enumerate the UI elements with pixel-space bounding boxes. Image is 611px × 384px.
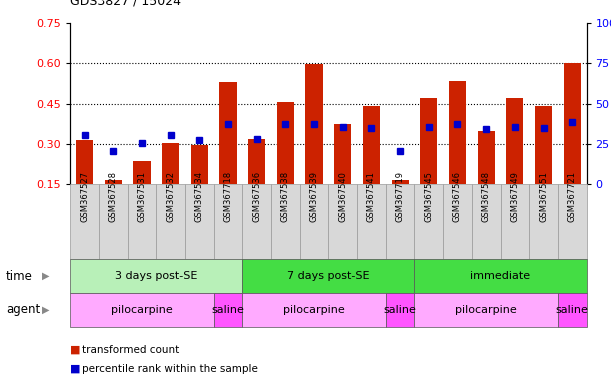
- Bar: [392, 180, 409, 184]
- Text: GSM367548: GSM367548: [481, 171, 491, 222]
- Text: ▶: ▶: [42, 305, 49, 315]
- Text: GSM367545: GSM367545: [424, 171, 433, 222]
- Bar: [535, 106, 552, 184]
- Text: pilocarpine: pilocarpine: [283, 305, 345, 315]
- Text: ■: ■: [70, 364, 81, 374]
- Text: ■: ■: [70, 345, 81, 355]
- Bar: [248, 139, 265, 184]
- Bar: [277, 103, 294, 184]
- Text: 3 days post-SE: 3 days post-SE: [115, 271, 197, 281]
- Text: GSM367527: GSM367527: [80, 171, 89, 222]
- Text: saline: saline: [556, 305, 588, 315]
- Bar: [334, 124, 351, 184]
- Bar: [219, 82, 236, 184]
- Text: saline: saline: [211, 305, 244, 315]
- Text: GDS3827 / 15024: GDS3827 / 15024: [70, 0, 181, 8]
- Bar: [104, 180, 122, 184]
- Text: immediate: immediate: [470, 271, 530, 281]
- Text: GSM367531: GSM367531: [137, 171, 147, 222]
- Bar: [449, 81, 466, 184]
- Text: GSM367719: GSM367719: [395, 171, 404, 222]
- Text: GSM367536: GSM367536: [252, 170, 262, 222]
- Text: GSM367540: GSM367540: [338, 171, 347, 222]
- Text: GSM367538: GSM367538: [281, 170, 290, 222]
- Text: GSM367546: GSM367546: [453, 171, 462, 222]
- Bar: [306, 64, 323, 184]
- Text: pilocarpine: pilocarpine: [455, 305, 517, 315]
- Text: GSM367541: GSM367541: [367, 171, 376, 222]
- Text: GSM367532: GSM367532: [166, 171, 175, 222]
- Text: agent: agent: [6, 303, 40, 316]
- Bar: [563, 63, 581, 184]
- Text: GSM367534: GSM367534: [195, 171, 204, 222]
- Bar: [76, 140, 93, 184]
- Text: time: time: [6, 270, 33, 283]
- Bar: [162, 143, 179, 184]
- Text: GSM367551: GSM367551: [539, 171, 548, 222]
- Bar: [363, 106, 380, 184]
- Text: ▶: ▶: [42, 271, 49, 281]
- Bar: [507, 98, 524, 184]
- Bar: [133, 162, 150, 184]
- Text: GSM367549: GSM367549: [510, 171, 519, 222]
- Text: GSM367528: GSM367528: [109, 171, 118, 222]
- Text: saline: saline: [384, 305, 417, 315]
- Bar: [420, 98, 437, 184]
- Text: pilocarpine: pilocarpine: [111, 305, 173, 315]
- Text: 7 days post-SE: 7 days post-SE: [287, 271, 370, 281]
- Text: GSM367721: GSM367721: [568, 171, 577, 222]
- Text: GSM367718: GSM367718: [224, 170, 233, 222]
- Text: transformed count: transformed count: [82, 345, 180, 355]
- Text: GSM367539: GSM367539: [310, 171, 318, 222]
- Bar: [478, 131, 495, 184]
- Text: percentile rank within the sample: percentile rank within the sample: [82, 364, 258, 374]
- Bar: [191, 146, 208, 184]
